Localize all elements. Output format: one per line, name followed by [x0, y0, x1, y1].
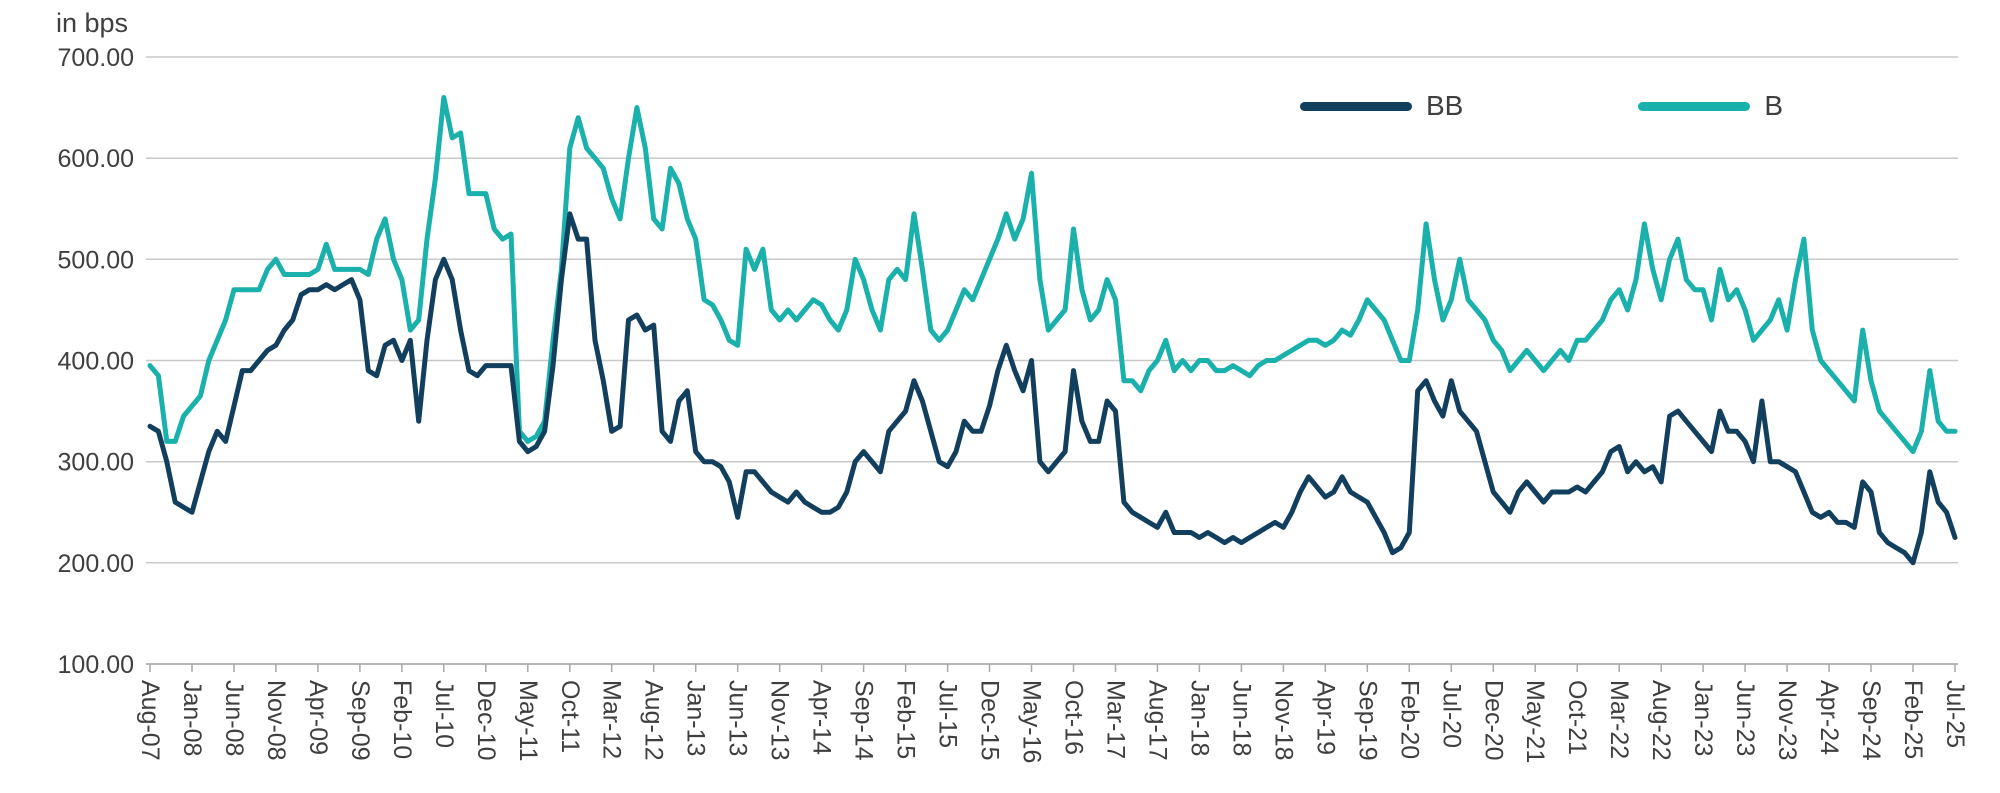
- svg-text:Nov-08: Nov-08: [262, 680, 290, 761]
- svg-text:Feb-20: Feb-20: [1395, 680, 1423, 759]
- svg-text:Jan-23: Jan-23: [1689, 680, 1717, 756]
- svg-text:Aug-22: Aug-22: [1647, 680, 1675, 761]
- svg-text:Feb-10: Feb-10: [388, 680, 416, 759]
- svg-text:Sep-24: Sep-24: [1857, 680, 1885, 761]
- x-axis-ticks: [149, 664, 1956, 672]
- svg-text:Jun-18: Jun-18: [1227, 680, 1255, 756]
- legend-label-b: B: [1764, 90, 1784, 121]
- y-axis-unit-label: in bps: [56, 8, 129, 38]
- svg-text:Aug-12: Aug-12: [640, 680, 668, 761]
- svg-text:Nov-23: Nov-23: [1773, 680, 1801, 761]
- svg-text:Jan-08: Jan-08: [178, 680, 206, 756]
- svg-text:Apr-24: Apr-24: [1815, 680, 1843, 755]
- svg-text:Feb-15: Feb-15: [892, 680, 920, 759]
- svg-text:Oct-16: Oct-16: [1060, 680, 1088, 755]
- svg-text:500.00: 500.00: [58, 246, 134, 274]
- svg-text:Feb-25: Feb-25: [1899, 680, 1927, 759]
- svg-text:Oct-21: Oct-21: [1563, 680, 1591, 755]
- svg-text:Jul-15: Jul-15: [934, 680, 962, 748]
- svg-text:Mar-12: Mar-12: [598, 680, 626, 759]
- legend: BB B: [1300, 90, 1783, 122]
- svg-text:Jun-08: Jun-08: [220, 680, 248, 756]
- svg-text:Dec-10: Dec-10: [472, 680, 500, 761]
- svg-text:May-11: May-11: [514, 680, 542, 762]
- svg-text:Aug-17: Aug-17: [1143, 680, 1171, 761]
- svg-text:200.00: 200.00: [58, 550, 134, 578]
- svg-text:Apr-09: Apr-09: [304, 680, 332, 755]
- svg-text:300.00: 300.00: [58, 449, 134, 477]
- legend-item-b: B: [1638, 90, 1783, 122]
- legend-item-bb: BB: [1300, 90, 1463, 122]
- svg-text:Jul-25: Jul-25: [1941, 680, 1969, 748]
- svg-text:May-16: May-16: [1018, 680, 1046, 763]
- svg-text:May-21: May-21: [1521, 680, 1549, 763]
- svg-text:Sep-09: Sep-09: [346, 680, 374, 761]
- svg-text:600.00: 600.00: [58, 145, 134, 173]
- svg-text:Dec-15: Dec-15: [976, 680, 1004, 761]
- svg-text:Jul-10: Jul-10: [430, 680, 458, 748]
- y-axis-labels: 700.00 600.00 500.00 400.00 300.00 200.00 100.…: [58, 44, 134, 679]
- svg-text:400.00: 400.00: [58, 348, 134, 376]
- svg-text:Jan-13: Jan-13: [682, 680, 710, 756]
- gridlines: [146, 56, 1958, 665]
- x-axis-labels: Aug-07 Jan-08 Jun-08 Nov-08 Apr-09 Sep-09 Feb-…: [136, 680, 1969, 763]
- b-legend-swatch: [1638, 101, 1751, 111]
- bb-legend-swatch: [1300, 101, 1412, 111]
- svg-text:Oct-11: Oct-11: [556, 680, 584, 753]
- svg-text:Mar-17: Mar-17: [1102, 680, 1130, 759]
- svg-text:Jan-18: Jan-18: [1185, 680, 1213, 756]
- svg-text:Jun-23: Jun-23: [1731, 680, 1759, 756]
- svg-text:Dec-20: Dec-20: [1479, 680, 1507, 761]
- svg-text:Nov-13: Nov-13: [766, 680, 794, 761]
- svg-text:100.00: 100.00: [58, 651, 134, 679]
- legend-label-bb: BB: [1426, 90, 1464, 121]
- svg-text:700.00: 700.00: [58, 44, 134, 72]
- svg-text:Jun-13: Jun-13: [724, 680, 752, 756]
- svg-text:Jul-20: Jul-20: [1437, 680, 1465, 748]
- svg-text:Nov-18: Nov-18: [1269, 680, 1297, 761]
- svg-text:Apr-19: Apr-19: [1311, 680, 1339, 755]
- b-series-line: [147, 95, 1958, 455]
- svg-text:Mar-22: Mar-22: [1605, 680, 1633, 759]
- bb-series-line: [147, 211, 1958, 566]
- svg-text:Sep-14: Sep-14: [850, 680, 878, 761]
- svg-text:Sep-19: Sep-19: [1353, 680, 1381, 761]
- svg-text:Apr-14: Apr-14: [808, 680, 836, 755]
- svg-text:Aug-07: Aug-07: [136, 680, 164, 761]
